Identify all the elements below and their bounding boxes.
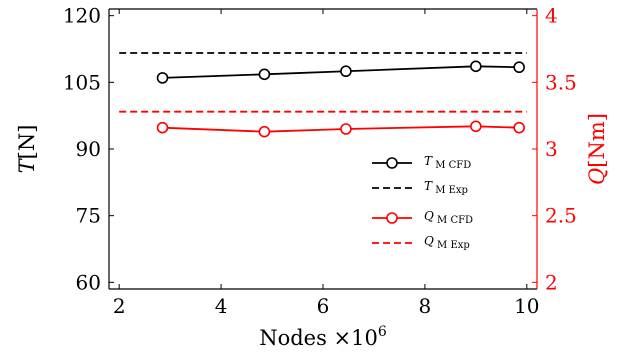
legend-q-cfd-label: Q M CFD [424, 209, 473, 226]
q-cfd-marker [470, 120, 482, 133]
q-cfd-marker [340, 123, 352, 135]
y-left-tick-label: 90 [76, 137, 101, 161]
t-cfd-marker [258, 68, 271, 81]
y-left-tick-label: 75 [76, 204, 101, 228]
y-right-tick-label: 4 [545, 4, 558, 28]
x-axis-title: Nodes ×106 [259, 324, 387, 350]
y-right-tick-label: 3.5 [545, 70, 577, 94]
q-cfd-marker [513, 121, 525, 134]
y-left-tick-label: 60 [76, 270, 101, 294]
x-tick-label: 10 [514, 294, 539, 318]
q-cfd-marker [258, 125, 271, 138]
y-right-tick-label: 2.5 [545, 204, 577, 228]
legend-q-cfd-marker [386, 212, 398, 224]
legend-t-cfd-marker [386, 157, 398, 169]
x-tick-label: 2 [113, 294, 126, 318]
t-cfd-marker [156, 72, 169, 84]
y-right-axis-title: Q[Nm] [585, 113, 609, 185]
x-tick-label: 6 [317, 294, 330, 318]
x-tick-label: 4 [215, 294, 228, 318]
t-cfd-marker [340, 65, 352, 78]
y-right-tick-label: 3 [545, 137, 558, 161]
legend-t-exp-label: T M Exp [424, 179, 468, 196]
y-right-tick-label: 2 [545, 270, 558, 294]
x-tick-label: 8 [419, 294, 432, 318]
y-left-tick-label: 120 [63, 4, 101, 28]
q-cfd-marker [156, 121, 169, 134]
t-cfd-marker [513, 61, 525, 74]
y-left-tick-label: 105 [63, 70, 101, 94]
y-left-axis-title: T[N] [15, 125, 39, 174]
legend-q-exp-label: Q M Exp [424, 234, 470, 251]
t-cfd-marker [470, 60, 482, 73]
legend-t-cfd-label: T M CFD [424, 154, 471, 171]
